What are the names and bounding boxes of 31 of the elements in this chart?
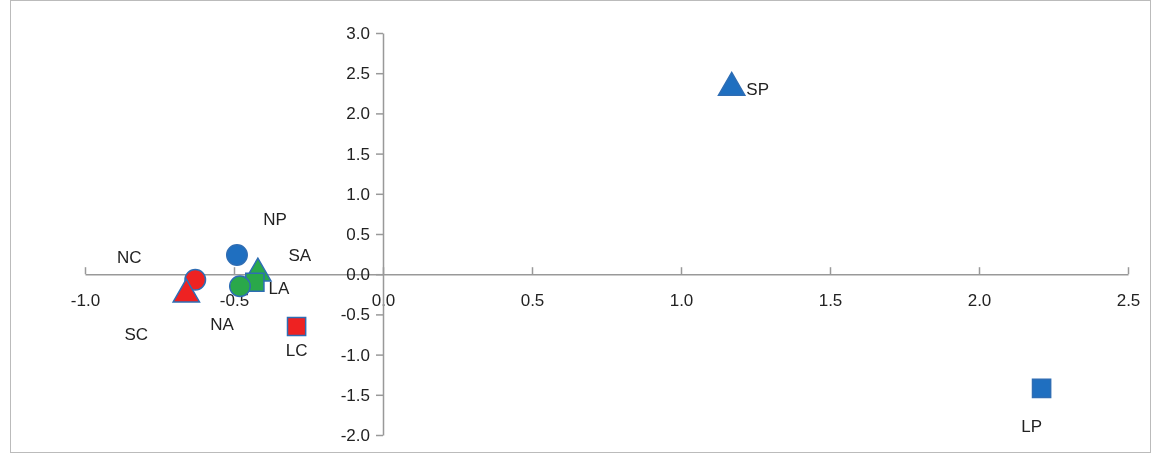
x-tick-label: 0.5: [520, 291, 545, 311]
y-tick-label: 2.0: [346, 104, 370, 124]
point: [717, 71, 746, 97]
series-label: LC: [285, 341, 308, 361]
text: NC: [116, 247, 142, 267]
x-tick-label: 2.5: [1116, 291, 1141, 311]
series-label: SP: [746, 79, 769, 99]
y-tick-label: 3.0: [346, 23, 370, 43]
point: [225, 243, 248, 266]
x-tick-label: 1.0: [669, 291, 694, 311]
y-tick-label: -2.0: [340, 425, 370, 445]
point: [1031, 378, 1052, 399]
series-label: NA: [210, 315, 235, 335]
series-label: LP: [1021, 417, 1042, 437]
y-tick-label: 0.0: [346, 265, 370, 285]
text: SC: [124, 325, 149, 345]
point: [286, 316, 307, 337]
y-tick-label: -1.0: [340, 345, 370, 365]
y-tick-label: -0.5: [340, 305, 370, 325]
x-tick-label: 1.5: [818, 291, 843, 311]
x-tick-label: 0.0: [371, 291, 396, 311]
x-tick-label: 2.0: [967, 291, 992, 311]
x-tick-label: -1.0: [70, 291, 101, 311]
y-tick-label: 1.5: [346, 144, 370, 164]
series-label: SA: [288, 246, 312, 266]
y-tick-label: 2.5: [346, 64, 370, 84]
y-tick-label: 0.5: [346, 224, 370, 244]
y-tick-label: -1.5: [340, 385, 370, 405]
series-label: LA: [268, 279, 290, 299]
y-tick-label: 1.0: [346, 184, 370, 204]
series-label: NP: [263, 209, 287, 229]
